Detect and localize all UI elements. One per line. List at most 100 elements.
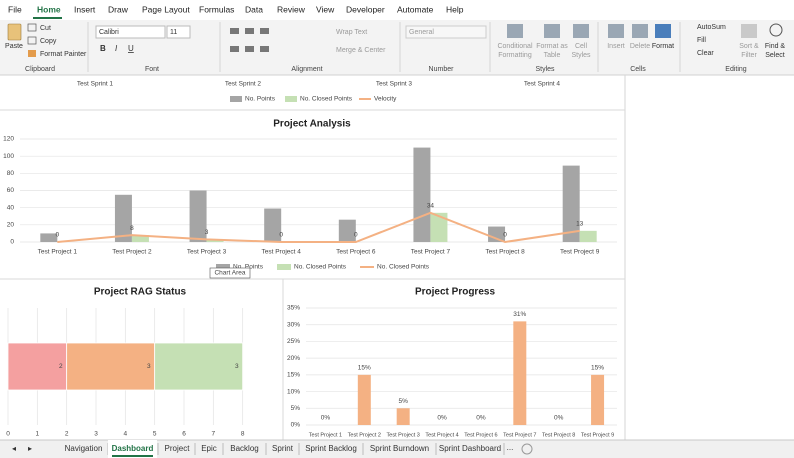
ribbon-tab[interactable]: Page Layout: [142, 4, 190, 14]
font-size-box[interactable]: [166, 25, 191, 39]
format-icon[interactable]: [655, 24, 671, 38]
ribbon-tab[interactable]: Developer: [346, 4, 385, 14]
copy-icon[interactable]: [27, 36, 37, 45]
ribbon-tab[interactable]: Draw: [108, 4, 129, 14]
fill-button[interactable]: Fill: [697, 37, 706, 44]
format-painter-icon[interactable]: [28, 50, 36, 57]
legend-label: No. Closed Points: [294, 264, 347, 271]
merge-center-button[interactable]: Merge & Center: [336, 47, 386, 54]
ribbon-tab[interactable]: Data: [245, 4, 263, 14]
paste-button[interactable]: Paste: [5, 43, 23, 50]
font-name-box[interactable]: [95, 25, 166, 39]
ribbon-tab[interactable]: Help: [446, 4, 464, 14]
sort-icon[interactable]: [741, 24, 757, 38]
delete-cells-button[interactable]: Delete: [630, 43, 650, 50]
font-name[interactable]: Calibri: [99, 29, 119, 36]
data-label: 3: [205, 229, 209, 236]
bar: [562, 165, 580, 242]
group-label: Editing: [725, 66, 747, 73]
ribbon-tab[interactable]: Formulas: [199, 4, 234, 14]
y-tick-label: 20%: [287, 355, 300, 362]
x-tick-label: 7: [212, 431, 216, 438]
ribbon-tab[interactable]: File: [8, 4, 22, 14]
sheet-tab[interactable]: Sprint: [272, 444, 294, 453]
ribbon-tab[interactable]: Review: [277, 4, 306, 14]
find-select-button[interactable]: Find &: [765, 43, 786, 50]
styles-button[interactable]: Styles: [571, 52, 591, 59]
styles-icons: [507, 24, 648, 38]
y-tick-label: 80: [7, 170, 15, 177]
format-painter-button[interactable]: Format Painter: [40, 51, 87, 58]
data-label: 0%: [321, 415, 331, 422]
y-tick-label: 15%: [287, 372, 300, 379]
active-sheet-tab[interactable]: [108, 440, 157, 458]
ribbon-tab[interactable]: View: [316, 4, 335, 14]
data-label: 34: [427, 203, 435, 210]
styles-button[interactable]: Cell: [575, 43, 588, 50]
alignment-icons: [230, 28, 269, 52]
sheet-tab[interactable]: Epic: [201, 444, 217, 453]
legend-label: No. Points: [233, 264, 264, 271]
data-label: 3: [147, 363, 151, 370]
data-label: 13: [576, 221, 584, 228]
data-label: 0: [503, 232, 507, 239]
sheet-tab[interactable]: Dashboard: [112, 444, 154, 453]
sheet-tab[interactable]: Project: [165, 444, 191, 453]
find-select-button[interactable]: Select: [765, 52, 785, 59]
sheet-tab[interactable]: Sprint Burndown: [370, 444, 429, 453]
wrap-text-button[interactable]: Wrap Text: [336, 29, 367, 36]
number-format[interactable]: General: [409, 29, 434, 36]
copy-button[interactable]: Copy: [40, 38, 57, 45]
bold-button[interactable]: B: [100, 44, 106, 53]
scroll-left[interactable]: ◂: [12, 444, 16, 453]
group-label: Alignment: [291, 66, 322, 73]
y-tick-label: 120: [3, 136, 14, 143]
format-cells-button[interactable]: Format: [652, 43, 674, 50]
y-tick-label: 10%: [287, 388, 300, 395]
ribbon-tab[interactable]: Automate: [397, 4, 434, 14]
paste-icon[interactable]: [7, 23, 22, 41]
bar: [488, 226, 506, 242]
bar: [131, 235, 149, 242]
styles-button[interactable]: Conditional: [497, 43, 532, 50]
legend-swatch: [230, 96, 242, 102]
x-tick-label: Test Project 6: [336, 249, 376, 256]
underline-button[interactable]: U: [128, 44, 134, 53]
scroll-right[interactable]: ▸: [28, 444, 32, 453]
legend-swatch: [285, 96, 297, 102]
x-tick-label: Test Project 3: [187, 249, 227, 256]
y-tick-label: 0: [10, 239, 14, 246]
font-size[interactable]: 11: [170, 29, 177, 36]
sort-filter-button[interactable]: Sort &: [739, 43, 759, 50]
data-label: 0%: [437, 415, 447, 422]
clear-button[interactable]: Clear: [697, 50, 714, 57]
find-icon[interactable]: [769, 23, 783, 37]
x-tick-label: 0: [6, 431, 10, 438]
styles-button[interactable]: Format as: [536, 43, 568, 50]
x-tick-label: Test Project 7: [503, 432, 536, 438]
number-format-box[interactable]: [405, 25, 487, 39]
bar: [338, 219, 356, 242]
more-tabs[interactable]: ...: [507, 443, 514, 452]
ribbon-tab[interactable]: Home: [37, 4, 61, 14]
cut-button[interactable]: Cut: [40, 25, 51, 32]
cut-icon[interactable]: [27, 23, 37, 32]
sort-filter-button[interactable]: Filter: [741, 52, 757, 59]
styles-button[interactable]: Formatting: [498, 52, 532, 59]
data-label: 31%: [513, 311, 526, 318]
styles-button[interactable]: Table: [544, 52, 561, 59]
italic-button[interactable]: I: [115, 44, 118, 53]
sheet-tab[interactable]: Navigation: [65, 444, 103, 453]
data-label: 0: [279, 232, 283, 239]
insert-cells-button[interactable]: Insert: [607, 43, 625, 50]
autosum-button[interactable]: AutoSum: [697, 24, 726, 31]
ribbon-tab[interactable]: Insert: [74, 4, 96, 14]
sheet-tab[interactable]: Backlog: [230, 444, 258, 453]
sheet-tab[interactable]: Sprint Backlog: [305, 444, 357, 453]
x-tick-label: Test Sprint 2: [225, 81, 262, 88]
sheet-tab[interactable]: Sprint Dashboard: [439, 444, 501, 453]
bar-segment: [154, 342, 244, 391]
x-tick-label: Test Project 4: [425, 432, 458, 438]
bar: [579, 230, 597, 242]
add-sheet[interactable]: [521, 443, 533, 455]
